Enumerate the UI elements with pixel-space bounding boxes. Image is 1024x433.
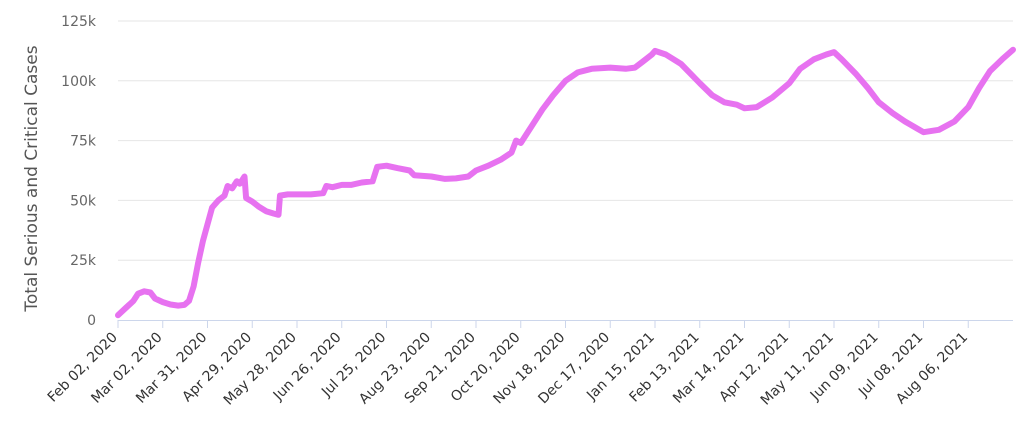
- x-axis-tick-marks: [117, 320, 969, 328]
- y-axis-label: Total Serious and Critical Cases: [22, 45, 42, 312]
- series-line: [115, 46, 1016, 319]
- y-axis-ticks: 0 25k 50k 75k 100k 125k: [61, 14, 97, 329]
- grid-lines: [118, 20, 1013, 261]
- y-tick-label: 75k: [70, 134, 97, 150]
- y-tick-label: 0: [87, 313, 96, 329]
- series-group: [115, 46, 1016, 319]
- y-tick-label: 50k: [70, 193, 97, 209]
- y-tick-label: 25k: [70, 253, 97, 269]
- y-tick-label: 125k: [61, 14, 97, 30]
- y-tick-label: 100k: [61, 74, 97, 90]
